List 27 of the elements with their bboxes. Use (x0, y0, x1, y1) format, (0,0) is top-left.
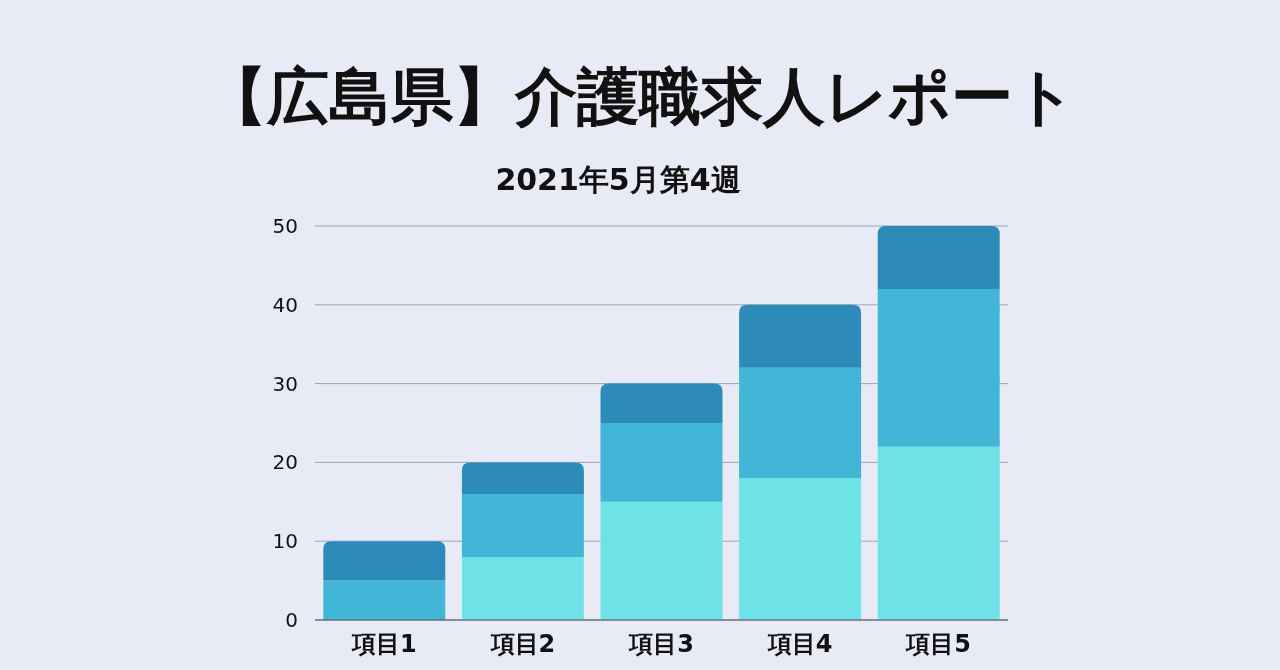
x-tick-label: 項目2 (489, 630, 556, 658)
bar (323, 580, 446, 620)
bar (600, 383, 723, 423)
bar (461, 493, 584, 557)
y-tick-label: 30 (272, 371, 298, 396)
x-tick-label: 項目3 (628, 630, 694, 658)
bar (600, 501, 723, 620)
bar (323, 541, 446, 581)
y-tick-label: 0 (285, 608, 298, 632)
bar (461, 462, 584, 494)
bar (739, 304, 862, 368)
bar (461, 556, 584, 620)
chart-subtitle: 2021年5月第4週 (495, 162, 741, 197)
x-tick-label: 項目4 (766, 630, 833, 658)
bar (877, 289, 1000, 447)
bar (877, 446, 1000, 620)
chart-title: 【広島県】介護職求人レポート (204, 60, 1076, 133)
bar (739, 478, 862, 620)
y-tick-label: 50 (272, 214, 298, 238)
x-tick-label: 項目1 (350, 630, 417, 658)
y-tick-label: 10 (272, 529, 298, 554)
x-tick-label: 項目5 (905, 630, 972, 658)
y-tick-label: 40 (272, 292, 298, 317)
bar (877, 226, 1000, 290)
y-tick-label: 20 (272, 450, 298, 475)
bar (600, 423, 723, 502)
bar (739, 367, 862, 479)
